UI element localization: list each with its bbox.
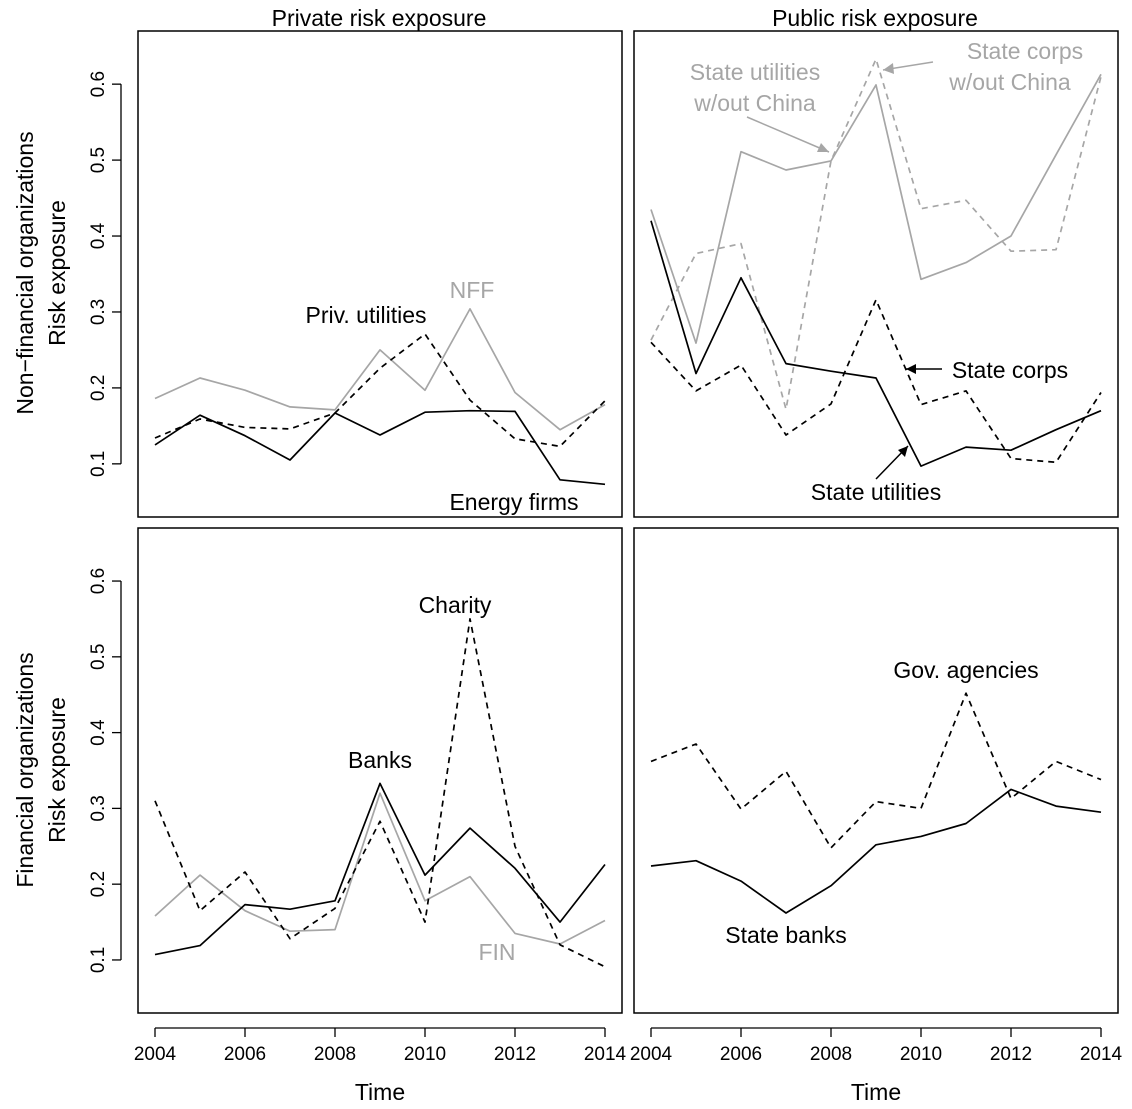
axes: 0.1 0.2 0.3 0.4 0.5 0.6 0.1 0.2 0.3 0.4 0.5 0.6 2004…: [88, 71, 1123, 1065]
y-tick-label: 0.2: [88, 375, 109, 401]
series-line-nff: [154, 308, 606, 431]
annotation-energy-firms: Energy firms: [449, 489, 578, 515]
x-tick-label: 2006: [720, 1044, 762, 1065]
annotation-nff: NFF: [450, 277, 495, 303]
x-tick-label: 2010: [900, 1044, 942, 1065]
annotation-fin: FIN: [478, 939, 515, 965]
annotation-banks: Banks: [348, 747, 412, 773]
y-tick-label: 0.2: [88, 871, 109, 897]
panel-frame: [137, 30, 623, 518]
x-axis-title-left: Time: [355, 1079, 405, 1105]
row-label-financial: Financial organizations Risk exposure: [12, 652, 70, 887]
row-label-nonfinancial-line1: Non−financial organizations: [12, 131, 38, 414]
annotations-top-right: State utilities w/out China State corps …: [690, 38, 1083, 505]
annotation-state-utilities: State utilities: [811, 479, 941, 505]
row-label-nonfinancial: Non−financial organizations Risk exposur…: [12, 131, 70, 414]
x-tick-label: 2008: [314, 1044, 356, 1065]
y-tick-label: 0.3: [88, 795, 109, 821]
arrowhead-icon: [898, 446, 908, 457]
annotations-bottom-right: Gov. agencies State banks: [725, 657, 1038, 948]
x-tick-label: 2014: [584, 1044, 627, 1065]
x-tick-label: 2012: [494, 1044, 536, 1065]
annotation-priv-utilities: Priv. utilities: [306, 302, 427, 328]
x-tick-label: 2004: [630, 1044, 673, 1065]
panel-public-nonfinancial: [633, 30, 1119, 518]
arrowhead-icon: [906, 364, 916, 374]
y-tick-label: 0.5: [88, 147, 109, 173]
x-tick-label: 2010: [404, 1044, 446, 1065]
annotation-state-utilities-wout-china-line1: State utilities: [690, 59, 820, 85]
arrow-state-utilities-wout-china: [746, 116, 830, 153]
annotation-state-corps-wout-china-line2: w/out China: [948, 69, 1071, 95]
x-tick-label: 2004: [134, 1044, 177, 1065]
x-axis-title: Time: [851, 1079, 901, 1105]
x-axis-title-right: Time: [851, 1079, 901, 1105]
annotation-state-corps-wout-china-line1: State corps: [967, 38, 1083, 64]
x-tick-label: 2006: [224, 1044, 266, 1065]
y-tick-label: 0.6: [88, 568, 109, 594]
y-tick-label: 0.6: [88, 71, 109, 97]
annotation-state-utilities-wout-china-line2: w/out China: [693, 90, 816, 116]
y-tick-label: 0.5: [88, 644, 109, 670]
panel-frame: [633, 527, 1119, 1014]
column-title-public: Public risk exposure: [772, 5, 978, 31]
panel-frame: [633, 30, 1119, 518]
row-label-financial-line2: Risk exposure: [44, 697, 70, 843]
arrowhead-icon: [817, 143, 829, 152]
series-line-state-utilities: [650, 220, 1102, 467]
panel-public-financial: [633, 527, 1119, 1014]
y-tick-label: 0.1: [88, 947, 109, 973]
x-tick-label: 2012: [990, 1044, 1032, 1065]
series-line-charity: [154, 618, 606, 968]
y-tick-label: 0.4: [88, 719, 109, 746]
series-line-banks: [154, 782, 606, 956]
row-label-financial-line1: Financial organizations: [12, 652, 38, 887]
series-line-state-utilities-w-out-china: [650, 73, 1102, 344]
x-axis-title: Time: [355, 1079, 405, 1105]
arrowhead-icon: [883, 63, 894, 74]
y-tick-label: 0.3: [88, 299, 109, 325]
annotation-arrows: [746, 61, 942, 480]
annotation-gov-agencies: Gov. agencies: [893, 657, 1038, 683]
series-line-gov-agencies: [650, 692, 1102, 849]
series-line-energy-firms: [154, 409, 606, 486]
panel-private-financial: [137, 527, 623, 1014]
series-line-state-corps: [650, 298, 1102, 464]
annotation-state-corps: State corps: [952, 357, 1068, 383]
annotation-state-banks: State banks: [725, 922, 846, 948]
annotations-bottom-left: Charity Banks FIN: [348, 592, 516, 965]
row-label-nonfinancial-line2: Risk exposure: [44, 200, 70, 346]
series-line-fin: [154, 792, 606, 945]
column-titles: Private risk exposure Public risk exposu…: [272, 5, 978, 31]
annotation-charity: Charity: [419, 592, 492, 618]
annotations-top-left: NFF Priv. utilities Energy firms: [306, 277, 579, 515]
series-line-state-banks: [650, 788, 1102, 914]
x-tick-label: 2008: [810, 1044, 852, 1065]
column-title-private: Private risk exposure: [272, 5, 487, 31]
panel-private-nonfinancial: [137, 30, 623, 518]
series-line-priv-utilities: [154, 333, 606, 448]
panel-frame: [137, 527, 623, 1014]
x-tick-label: 2014: [1080, 1044, 1123, 1065]
y-tick-label: 0.1: [88, 451, 109, 477]
y-tick-label: 0.4: [88, 222, 109, 249]
